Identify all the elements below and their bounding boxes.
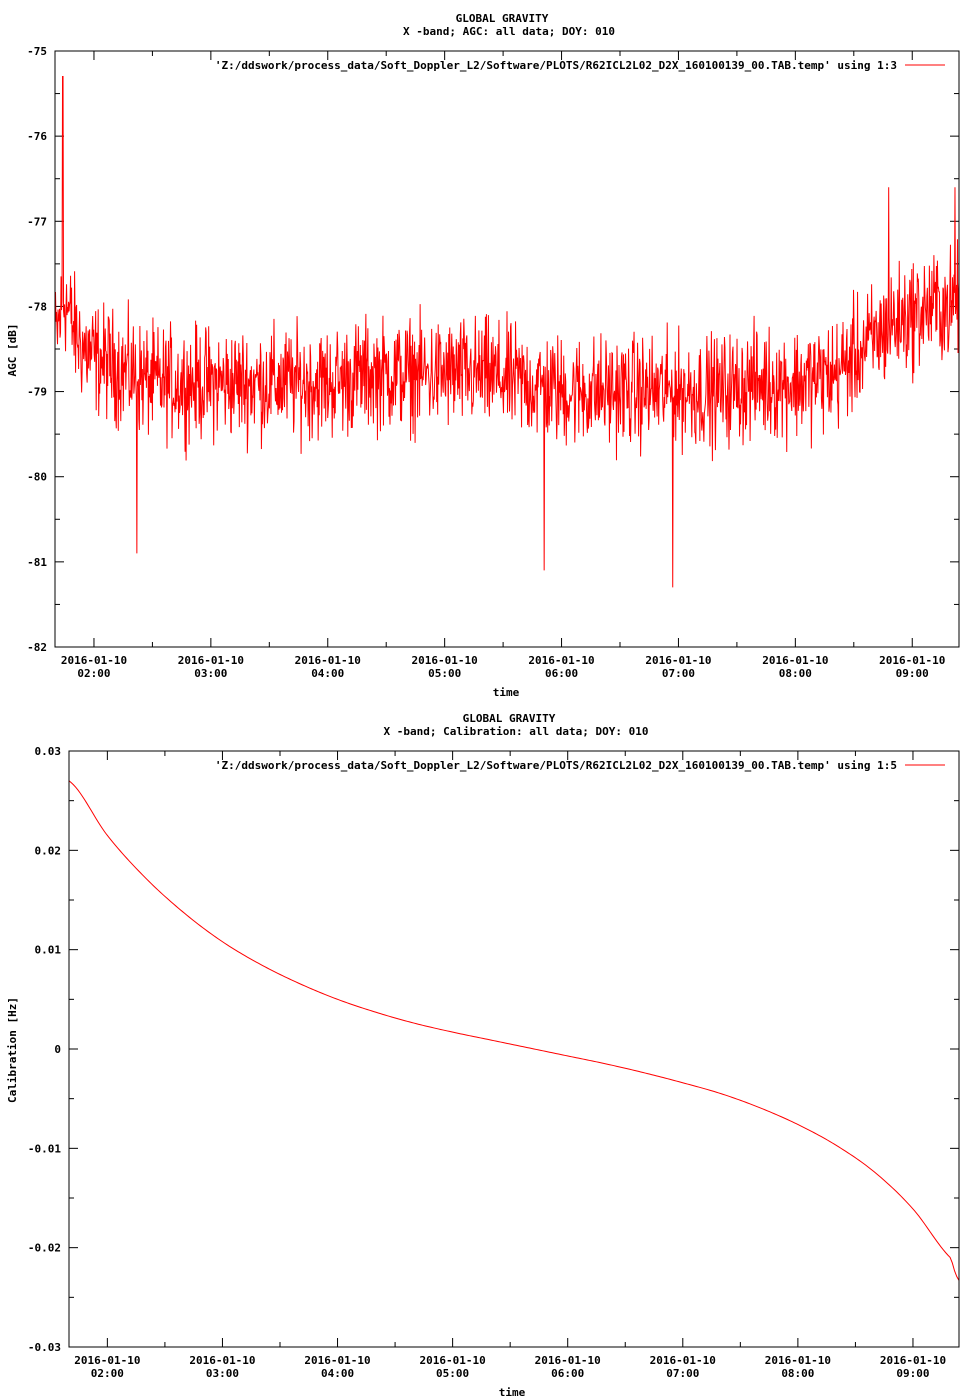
agc-ticks: -75-76-77-78-79-80-81-822016-01-1002:002…	[27, 45, 959, 680]
calibration-xtick-time: 02:00	[91, 1367, 124, 1380]
calibration-ytick-label: -0.02	[28, 1242, 61, 1255]
calibration-chart-subtitle: X -band; Calibration: all data; DOY: 010	[384, 725, 649, 738]
agc-xtick-time: 09:00	[896, 667, 929, 680]
calibration-plot-frame	[68, 750, 960, 1348]
agc-ytick-label: -78	[27, 300, 47, 313]
agc-ytick-label: -77	[27, 215, 47, 228]
calibration-xtick-time: 08:00	[781, 1367, 814, 1380]
agc-xtick-time: 03:00	[194, 667, 227, 680]
calibration-legend-label: 'Z:/ddswork/process_data/Soft_Doppler_L2…	[215, 759, 897, 772]
agc-chart-title: GLOBAL GRAVITY	[456, 12, 549, 25]
agc-chart: GLOBAL GRAVITY X -band; AGC: all data; D…	[6, 12, 960, 699]
agc-xtick-date: 2016-01-10	[412, 654, 478, 667]
calibration-xtick-time: 04:00	[321, 1367, 354, 1380]
agc-xtick-date: 2016-01-10	[762, 654, 828, 667]
calibration-x-axis-label: time	[499, 1386, 526, 1399]
agc-chart-subtitle: X -band; AGC: all data; DOY: 010	[403, 25, 615, 38]
calibration-xtick-date: 2016-01-10	[650, 1354, 716, 1367]
agc-xtick-date: 2016-01-10	[178, 654, 244, 667]
agc-ytick-label: -76	[27, 130, 47, 143]
agc-xtick-time: 07:00	[662, 667, 695, 680]
agc-ytick-label: -75	[27, 45, 47, 58]
agc-ytick-label: -79	[27, 386, 47, 399]
agc-xtick-date: 2016-01-10	[61, 654, 127, 667]
agc-xtick-time: 05:00	[428, 667, 461, 680]
calibration-xtick-date: 2016-01-10	[189, 1354, 255, 1367]
calibration-xtick-time: 09:00	[896, 1367, 929, 1380]
calibration-xtick-date: 2016-01-10	[74, 1354, 140, 1367]
agc-x-axis-label: time	[493, 686, 520, 699]
calibration-chart-title: GLOBAL GRAVITY	[463, 712, 556, 725]
agc-xtick-date: 2016-01-10	[295, 654, 361, 667]
agc-ytick-label: -82	[27, 641, 47, 654]
calibration-xtick-date: 2016-01-10	[880, 1354, 946, 1367]
agc-xtick-time: 06:00	[545, 667, 578, 680]
agc-xtick-date: 2016-01-10	[528, 654, 594, 667]
calibration-series	[68, 780, 960, 1281]
agc-xtick-time: 04:00	[311, 667, 344, 680]
calibration-ytick-label: 0	[54, 1043, 61, 1056]
calibration-xtick-time: 06:00	[551, 1367, 584, 1380]
agc-plot-frame	[54, 50, 960, 648]
agc-y-axis-label: AGC [dB]	[6, 324, 19, 377]
calibration-ytick-label: 0.03	[35, 745, 62, 758]
calibration-ytick-label: -0.01	[28, 1142, 61, 1155]
agc-ytick-label: -80	[27, 471, 47, 484]
calibration-ytick-label: 0.01	[35, 944, 62, 957]
calibration-chart: GLOBAL GRAVITY X -band; Calibration: all…	[6, 712, 960, 1399]
agc-xtick-date: 2016-01-10	[645, 654, 711, 667]
agc-xtick-date: 2016-01-10	[879, 654, 945, 667]
calibration-y-axis-label: Calibration [Hz]	[6, 997, 19, 1103]
calibration-xtick-date: 2016-01-10	[304, 1354, 370, 1367]
calibration-ytick-label: 0.02	[35, 844, 62, 857]
agc-series	[54, 76, 960, 588]
calibration-series-line	[68, 780, 960, 1281]
agc-xtick-time: 08:00	[779, 667, 812, 680]
calibration-xtick-time: 07:00	[666, 1367, 699, 1380]
agc-legend-label: 'Z:/ddswork/process_data/Soft_Doppler_L2…	[215, 59, 897, 72]
agc-ytick-label: -81	[27, 556, 47, 569]
agc-xtick-time: 02:00	[77, 667, 110, 680]
calibration-xtick-date: 2016-01-10	[420, 1354, 486, 1367]
calibration-xtick-time: 05:00	[436, 1367, 469, 1380]
calibration-xtick-date: 2016-01-10	[535, 1354, 601, 1367]
agc-series-line	[54, 76, 960, 588]
calibration-ytick-label: -0.03	[28, 1341, 61, 1354]
calibration-xtick-date: 2016-01-10	[765, 1354, 831, 1367]
calibration-xtick-time: 03:00	[206, 1367, 239, 1380]
calibration-ticks: 0.030.020.010-0.01-0.02-0.032016-01-1002…	[28, 745, 959, 1380]
